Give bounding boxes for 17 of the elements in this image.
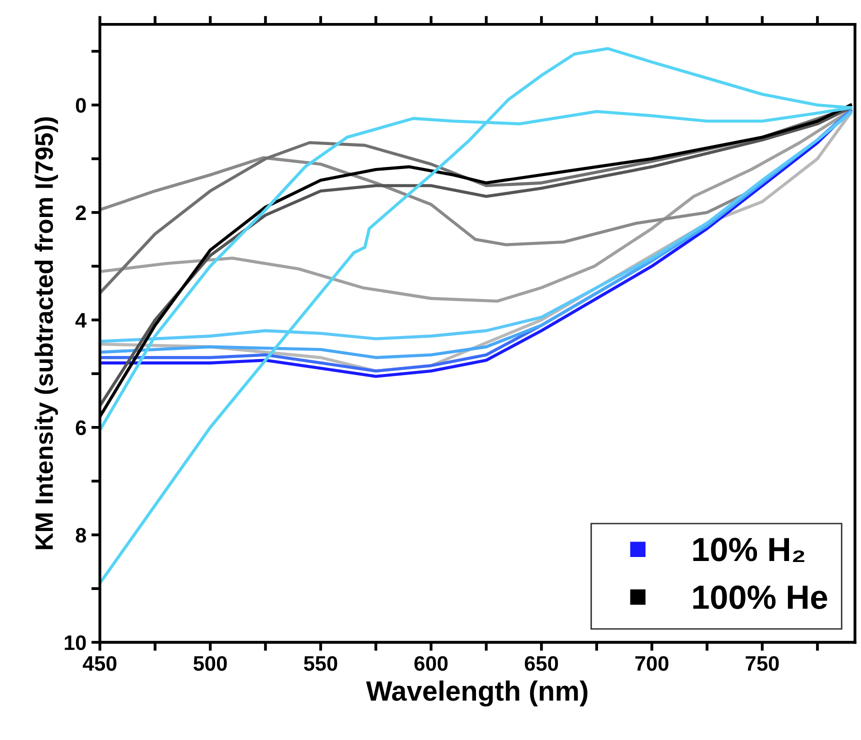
y-tick-label: 0 bbox=[76, 98, 86, 113]
y-tick-label: 2 bbox=[76, 205, 86, 220]
x-tick-label: 650 bbox=[524, 656, 558, 671]
x-tick-label: 750 bbox=[746, 656, 779, 671]
y-tick-label: 10 bbox=[64, 635, 86, 650]
y-tick-label: 6 bbox=[76, 420, 86, 436]
y-tick-label: 8 bbox=[76, 528, 86, 543]
x-axis-title: Wavelength (nm) bbox=[366, 680, 588, 707]
x-tick-label: 600 bbox=[414, 656, 448, 671]
y-tick-label: 4 bbox=[75, 313, 87, 328]
y-axis-title: KM Intensity (subtracted from I(795)) bbox=[34, 117, 58, 550]
x-tick-label: 700 bbox=[635, 656, 668, 671]
legend-label: 100% He bbox=[693, 585, 828, 610]
legend-label: 10% H₂ bbox=[693, 538, 804, 562]
x-tick-label: 500 bbox=[194, 656, 227, 671]
x-tick-label: 450 bbox=[82, 656, 116, 671]
x-tick-label: 550 bbox=[304, 656, 338, 671]
